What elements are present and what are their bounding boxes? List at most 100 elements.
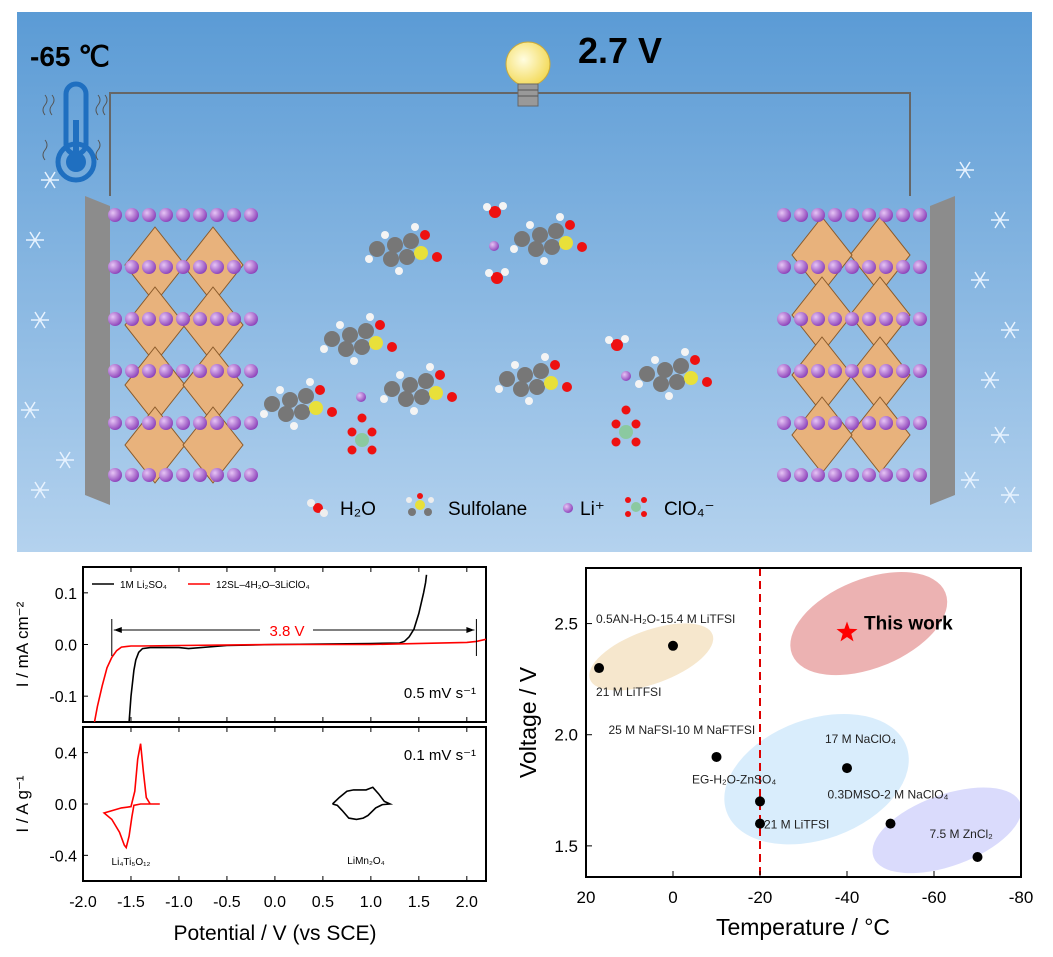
oxygen-atom — [447, 392, 457, 402]
legend-label-perchlorate: ClO₄⁻ — [664, 499, 715, 520]
lithium-sphere — [845, 260, 859, 274]
x-tick-label: -0.5 — [213, 894, 241, 911]
lithium-sphere — [879, 364, 893, 378]
hydrogen-atom — [320, 345, 328, 353]
carbon-atom — [338, 341, 354, 357]
lithium-sphere — [862, 416, 876, 430]
lithium-sphere — [142, 468, 156, 482]
lithium-sphere — [811, 260, 825, 274]
lithium-sphere — [862, 208, 876, 222]
lithium-sphere — [244, 468, 258, 482]
y-axis-title: I / A g⁻¹ — [13, 775, 32, 833]
oxygen-atom — [435, 370, 445, 380]
hydrogen-atom — [290, 422, 298, 430]
lithium-sphere — [845, 208, 859, 222]
carbon-atom — [529, 379, 545, 395]
lithium-sphere — [879, 208, 893, 222]
carbon-atom — [533, 363, 549, 379]
carbon-atom — [499, 371, 515, 387]
lithium-sphere — [142, 312, 156, 326]
y-tick-label: 1.5 — [554, 837, 578, 856]
sulfolane-molecule — [365, 223, 442, 275]
oxygen-atom — [702, 377, 712, 387]
lithium-sphere — [777, 364, 791, 378]
carbon-atom — [398, 391, 414, 407]
carbon-atom — [418, 373, 434, 389]
lithium-sphere — [159, 468, 173, 482]
lithium-sphere — [811, 468, 825, 482]
lithium-sphere — [142, 260, 156, 274]
oxygen-atom — [550, 360, 560, 370]
point-label: 21 M LiTFSI — [764, 818, 829, 832]
lithium-sphere — [913, 312, 927, 326]
x-tick-label: 1.5 — [408, 894, 430, 911]
hydrogen-atom — [540, 257, 548, 265]
lithium-sphere — [227, 260, 241, 274]
lithium-sphere — [828, 468, 842, 482]
this-work-star-icon — [836, 621, 858, 642]
lithium-sphere — [210, 260, 224, 274]
lsv-chart: 0.1 0.0 -0.1 I / mA cm⁻² 0.5 mV s⁻¹ 1M Li₂SO₄… — [13, 566, 487, 723]
snowflake-icon — [41, 171, 59, 189]
lithium-sphere — [896, 208, 910, 222]
water-hydrogen — [499, 202, 507, 210]
lithium-sphere — [125, 364, 139, 378]
lithium-sphere — [176, 208, 190, 222]
x-tick-label: -1.0 — [165, 894, 193, 911]
sulfolane-molecule — [510, 213, 587, 265]
carbon-atom — [358, 323, 374, 339]
data-point — [885, 818, 896, 829]
lithium-sphere — [845, 468, 859, 482]
series-label-lmo: LiMn₂O₄ — [347, 856, 384, 867]
hydrogen-atom — [410, 407, 418, 415]
point-label: 7.5 M ZnCl₂ — [930, 827, 994, 841]
lithium-sphere — [108, 260, 122, 274]
snowflake-icon — [971, 271, 989, 289]
lithium-sphere — [142, 208, 156, 222]
plot-frame — [585, 567, 1022, 878]
lithium-sphere — [108, 416, 122, 430]
lithium-sphere — [913, 208, 927, 222]
oxygen-atom — [565, 220, 575, 230]
lithium-sphere — [210, 364, 224, 378]
lithium-sphere — [210, 208, 224, 222]
lithium-sphere — [811, 364, 825, 378]
lithium-sphere — [828, 208, 842, 222]
this-work-label: This work — [864, 613, 953, 634]
carbon-atom — [414, 389, 430, 405]
oxygen-atom — [357, 413, 367, 423]
data-point — [842, 763, 852, 774]
x-tick-label: -80 — [1009, 888, 1034, 907]
x-tick-label: -40 — [835, 888, 860, 907]
lithium-sphere — [125, 312, 139, 326]
water-hydrogen — [501, 268, 509, 276]
lithium-sphere — [193, 416, 207, 430]
carbon-atom — [514, 231, 530, 247]
carbon-atom — [342, 327, 358, 343]
lithium-sphere — [142, 416, 156, 430]
lithium-sphere — [227, 416, 241, 430]
hydrogen-atom — [260, 410, 268, 418]
lithium-sphere — [244, 416, 258, 430]
sulfur-atom — [414, 246, 428, 260]
data-point — [972, 851, 983, 862]
lithium-sphere — [125, 416, 139, 430]
hydrogen-atom — [276, 386, 284, 394]
hydrogen-atom — [511, 361, 519, 369]
y-tick-label: -0.1 — [49, 689, 77, 706]
water-oxygen — [489, 206, 501, 218]
y-tick-label: 2.0 — [554, 726, 578, 745]
hydrogen-atom — [510, 245, 518, 253]
chlorine-atom — [355, 433, 369, 447]
arrowheads — [113, 627, 475, 633]
hydrogen-atom — [525, 397, 533, 405]
thermometer-icon — [42, 81, 108, 183]
carbon-atom — [653, 376, 669, 392]
carbon-atom — [402, 377, 418, 393]
snowflake-icon — [31, 481, 49, 499]
carbon-atom — [384, 381, 400, 397]
cv-chart: -2.0 -1.5 -1.0 -0.5 0.0 0.5 1.0 1.5 2.0 0.4 0.0 -0.… — [13, 726, 487, 911]
y-tick-label: 0.4 — [55, 746, 77, 763]
oxygen-atom — [562, 382, 572, 392]
